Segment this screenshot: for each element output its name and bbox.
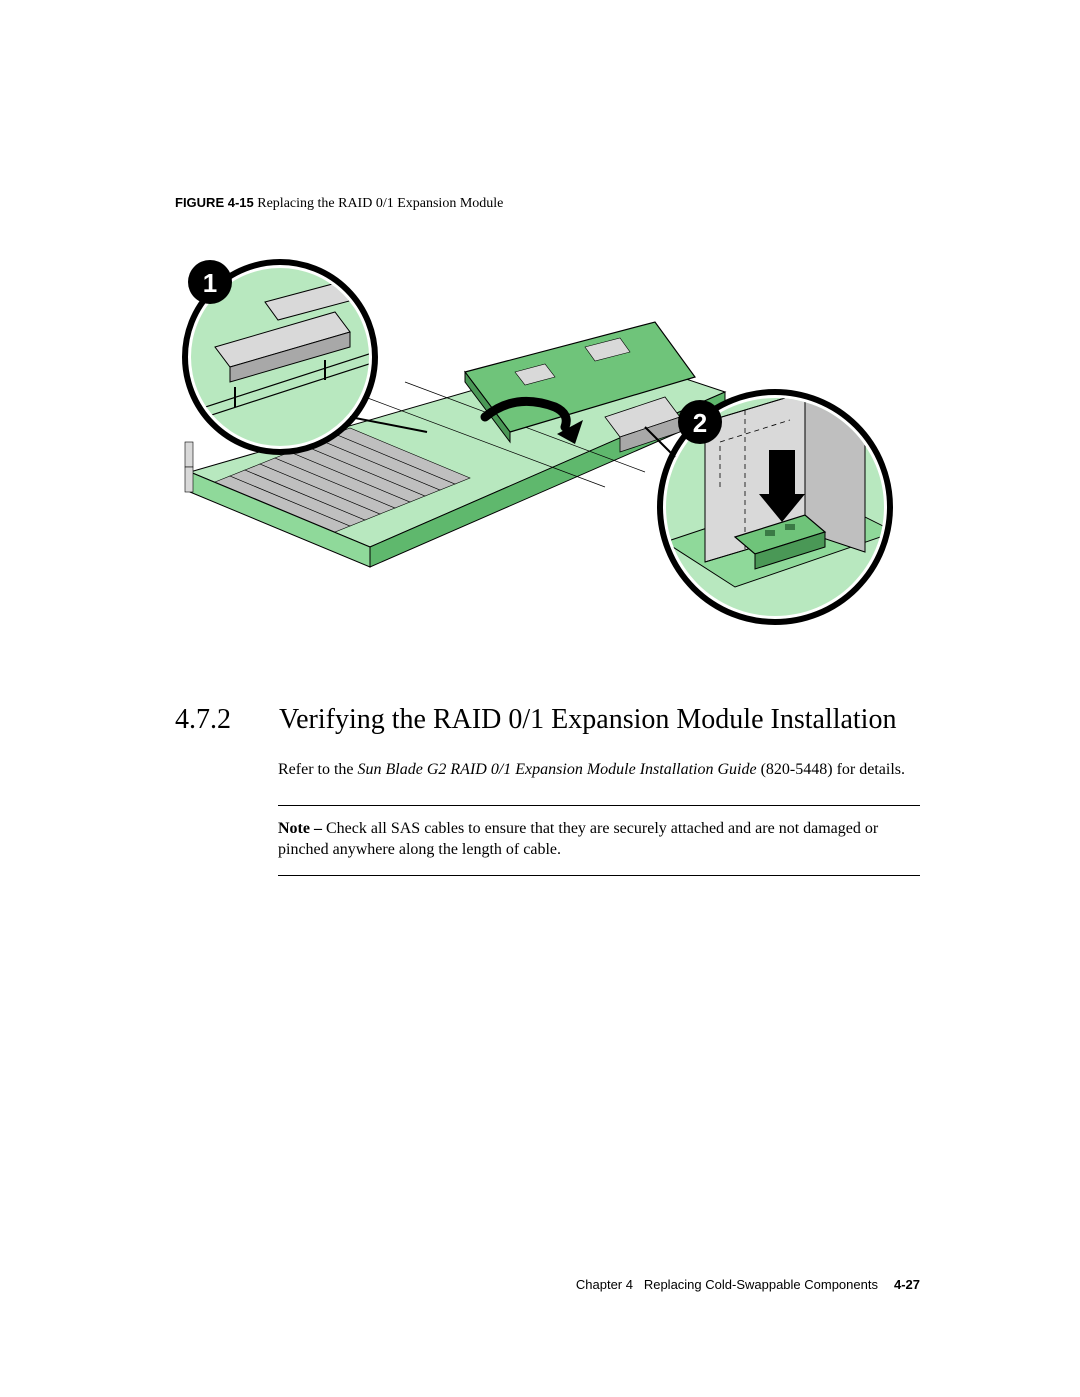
para-italic: Sun Blade G2 RAID 0/1 Expansion Module I… bbox=[358, 761, 757, 778]
figure-label: FIGURE 4-15 bbox=[175, 195, 254, 210]
page-footer: Chapter 4 Replacing Cold-Swappable Compo… bbox=[576, 1277, 920, 1292]
footer-title: Replacing Cold-Swappable Components bbox=[644, 1277, 878, 1292]
note-label: Note – bbox=[278, 820, 326, 837]
note-text: Check all SAS cables to ensure that they… bbox=[278, 820, 878, 859]
footer-page: 4-27 bbox=[894, 1277, 920, 1292]
figure-caption: FIGURE 4-15 Replacing the RAID 0/1 Expan… bbox=[175, 195, 920, 212]
section-title: Verifying the RAID 0/1 Expansion Module … bbox=[279, 702, 896, 737]
body-paragraph: Refer to the Sun Blade G2 RAID 0/1 Expan… bbox=[278, 759, 920, 781]
para-prefix: Refer to the bbox=[278, 761, 358, 778]
figure-caption-text: Replacing the RAID 0/1 Expansion Module bbox=[257, 196, 503, 211]
para-suffix: (820-5448) for details. bbox=[757, 761, 905, 778]
section-header: 4.7.2 Verifying the RAID 0/1 Expansion M… bbox=[175, 702, 920, 737]
callout-2: 2 bbox=[660, 392, 895, 622]
footer-chapter: Chapter 4 bbox=[576, 1277, 633, 1292]
note-block: Note – Check all SAS cables to ensure th… bbox=[278, 805, 920, 876]
callout-2-label: 2 bbox=[693, 408, 707, 438]
callout-1-label: 1 bbox=[203, 268, 217, 298]
callout-1: 1 bbox=[185, 260, 375, 452]
section-number: 4.7.2 bbox=[175, 704, 231, 736]
figure-illustration: 1 bbox=[175, 242, 895, 647]
